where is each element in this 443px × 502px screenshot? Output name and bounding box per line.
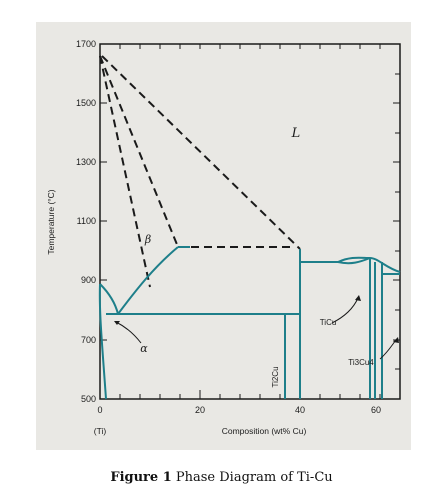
phase-label-ti3cu4: Ti3Cu4 (348, 358, 374, 367)
x-tick-label-20: 20 (195, 405, 205, 415)
y-axis-title: Temperature (°C) (46, 189, 56, 254)
y-tick-label-1500: 1500 (76, 98, 96, 108)
phase-label-ti2cu: Ti2Cu (271, 366, 280, 387)
y-tick-label-700: 700 (81, 335, 96, 345)
y-tick-label-1700: 1700 (76, 39, 96, 49)
phase-label-alpha: α (140, 342, 148, 355)
liquidus-dashed-lines (99, 55, 301, 288)
left-ticks (100, 43, 107, 341)
y-tick-label-900: 900 (81, 275, 96, 285)
phase-label-beta: β (144, 233, 151, 246)
y-tick-label-500: 500 (81, 394, 96, 404)
right-ticks (393, 73, 400, 370)
leader-arrows (115, 297, 397, 360)
x-axis-title: Composition (wt% Cu) (222, 426, 307, 436)
bottom-ticks (99, 390, 381, 399)
arrow-heads (114, 295, 399, 343)
phase-label-liquid: L (291, 126, 301, 141)
x-tick-label-60: 60 (371, 405, 381, 415)
y-tick-label-1300: 1300 (76, 157, 96, 167)
x-tick-label-40: 40 (295, 405, 305, 415)
phase-boundary-lines (98, 246, 401, 400)
y-tick-label-1100: 1100 (77, 216, 96, 226)
x-axis-ti-note: (Ti) (94, 426, 107, 436)
top-ticks (119, 44, 381, 49)
diagram-photo-background (36, 22, 411, 450)
figure-caption: Figure 1 Phase Diagram of Ti-Cu (0, 470, 443, 485)
x-tick-label-0: 0 (97, 405, 102, 415)
figure-caption-label: Figure 1 (110, 470, 172, 485)
figure-caption-text: Phase Diagram of Ti-Cu (175, 470, 333, 485)
ti-cu-phase-diagram: 1700 1500 1300 1100 900 700 500 0 20 40 … (46, 39, 401, 436)
phase-label-ticu: TiCu (320, 318, 337, 327)
